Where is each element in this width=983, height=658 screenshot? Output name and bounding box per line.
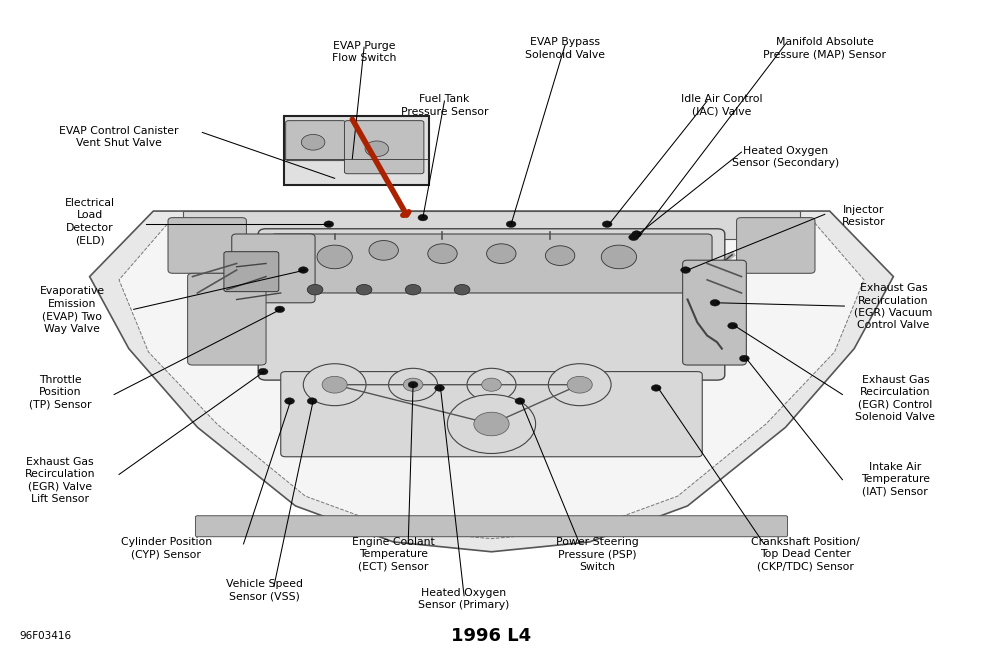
Text: Heated Oxygen
Sensor (Secondary): Heated Oxygen Sensor (Secondary) xyxy=(732,145,839,168)
Text: Manifold Absolute
Pressure (MAP) Sensor: Manifold Absolute Pressure (MAP) Sensor xyxy=(763,38,887,60)
Circle shape xyxy=(567,376,593,393)
Text: Throttle
Position
(TP) Sensor: Throttle Position (TP) Sensor xyxy=(29,375,91,410)
Circle shape xyxy=(652,385,662,392)
Circle shape xyxy=(434,385,444,392)
Circle shape xyxy=(428,244,457,263)
Circle shape xyxy=(454,284,470,295)
Circle shape xyxy=(285,398,295,405)
Circle shape xyxy=(603,221,612,228)
Circle shape xyxy=(447,395,536,453)
Circle shape xyxy=(549,364,611,406)
Text: Power Steering
Pressure (PSP)
Switch: Power Steering Pressure (PSP) Switch xyxy=(556,537,639,572)
Circle shape xyxy=(474,412,509,436)
Circle shape xyxy=(323,221,333,228)
FancyBboxPatch shape xyxy=(224,251,279,291)
Text: Engine Coolant
Temperature
(ECT) Sensor: Engine Coolant Temperature (ECT) Sensor xyxy=(352,537,434,572)
Circle shape xyxy=(487,244,516,263)
Text: Exhaust Gas
Recirculation
(EGR) Vacuum
Control Valve: Exhaust Gas Recirculation (EGR) Vacuum C… xyxy=(854,283,933,330)
Circle shape xyxy=(299,266,309,273)
Circle shape xyxy=(275,306,285,313)
Circle shape xyxy=(365,141,388,157)
Circle shape xyxy=(318,245,352,268)
Text: Fuel Tank
Pressure Sensor: Fuel Tank Pressure Sensor xyxy=(401,95,489,117)
Text: Evaporative
Emission
(EVAP) Two
Way Valve: Evaporative Emission (EVAP) Two Way Valv… xyxy=(39,286,104,334)
Text: Idle Air Control
(IAC) Valve: Idle Air Control (IAC) Valve xyxy=(681,95,763,117)
Circle shape xyxy=(329,175,339,182)
FancyBboxPatch shape xyxy=(168,218,247,273)
Text: Heated Oxygen
Sensor (Primary): Heated Oxygen Sensor (Primary) xyxy=(419,588,510,610)
Circle shape xyxy=(629,234,639,241)
FancyBboxPatch shape xyxy=(271,234,712,293)
Text: EVAP Control Canister
Vent Shut Valve: EVAP Control Canister Vent Shut Valve xyxy=(59,126,179,148)
Text: EVAP Purge
Flow Switch: EVAP Purge Flow Switch xyxy=(332,41,396,63)
Circle shape xyxy=(546,246,575,265)
Text: Electrical
Load
Detector
(ELD): Electrical Load Detector (ELD) xyxy=(65,198,115,245)
Circle shape xyxy=(308,284,322,295)
Text: Exhaust Gas
Recirculation
(EGR) Valve
Lift Sensor: Exhaust Gas Recirculation (EGR) Valve Li… xyxy=(25,457,95,504)
FancyBboxPatch shape xyxy=(286,120,345,161)
Circle shape xyxy=(506,221,516,228)
Circle shape xyxy=(388,368,437,401)
Circle shape xyxy=(322,376,347,393)
Circle shape xyxy=(467,368,516,401)
Circle shape xyxy=(727,322,737,329)
Circle shape xyxy=(680,266,690,273)
Text: Exhaust Gas
Recirculation
(EGR) Control
Solenoid Valve: Exhaust Gas Recirculation (EGR) Control … xyxy=(855,375,936,422)
Text: Cylinder Position
(CYP) Sensor: Cylinder Position (CYP) Sensor xyxy=(121,537,211,559)
FancyBboxPatch shape xyxy=(281,372,702,457)
FancyBboxPatch shape xyxy=(183,211,800,239)
FancyBboxPatch shape xyxy=(736,218,815,273)
Text: Vehicle Speed
Sensor (VSS): Vehicle Speed Sensor (VSS) xyxy=(225,579,303,601)
Polygon shape xyxy=(89,211,894,552)
Text: 96F03416: 96F03416 xyxy=(19,630,71,641)
Text: Crankshaft Position/
Top Dead Center
(CKP/TDC) Sensor: Crankshaft Position/ Top Dead Center (CK… xyxy=(751,537,859,572)
Text: EVAP Bypass
Solenoid Valve: EVAP Bypass Solenoid Valve xyxy=(525,38,605,60)
Circle shape xyxy=(632,231,642,238)
Circle shape xyxy=(259,368,268,375)
FancyBboxPatch shape xyxy=(284,116,429,185)
Text: Intake Air
Temperature
(IAT) Sensor: Intake Air Temperature (IAT) Sensor xyxy=(861,462,930,497)
Circle shape xyxy=(356,284,372,295)
Circle shape xyxy=(304,364,366,406)
Circle shape xyxy=(408,382,418,388)
Circle shape xyxy=(739,355,749,362)
Circle shape xyxy=(302,134,324,150)
FancyBboxPatch shape xyxy=(259,229,724,380)
Circle shape xyxy=(308,398,318,405)
Circle shape xyxy=(482,378,501,392)
Circle shape xyxy=(369,241,398,260)
Circle shape xyxy=(418,215,428,221)
FancyBboxPatch shape xyxy=(232,234,316,303)
Circle shape xyxy=(515,398,525,405)
Polygon shape xyxy=(119,218,864,539)
Circle shape xyxy=(602,245,637,268)
FancyBboxPatch shape xyxy=(196,516,787,537)
Circle shape xyxy=(403,378,423,392)
Text: Injector
Resistor: Injector Resistor xyxy=(842,205,886,227)
Circle shape xyxy=(405,284,421,295)
FancyBboxPatch shape xyxy=(682,260,746,365)
Circle shape xyxy=(347,155,357,162)
Circle shape xyxy=(710,299,720,306)
FancyBboxPatch shape xyxy=(188,273,266,365)
Text: 1996 L4: 1996 L4 xyxy=(451,626,532,645)
FancyBboxPatch shape xyxy=(344,120,424,174)
